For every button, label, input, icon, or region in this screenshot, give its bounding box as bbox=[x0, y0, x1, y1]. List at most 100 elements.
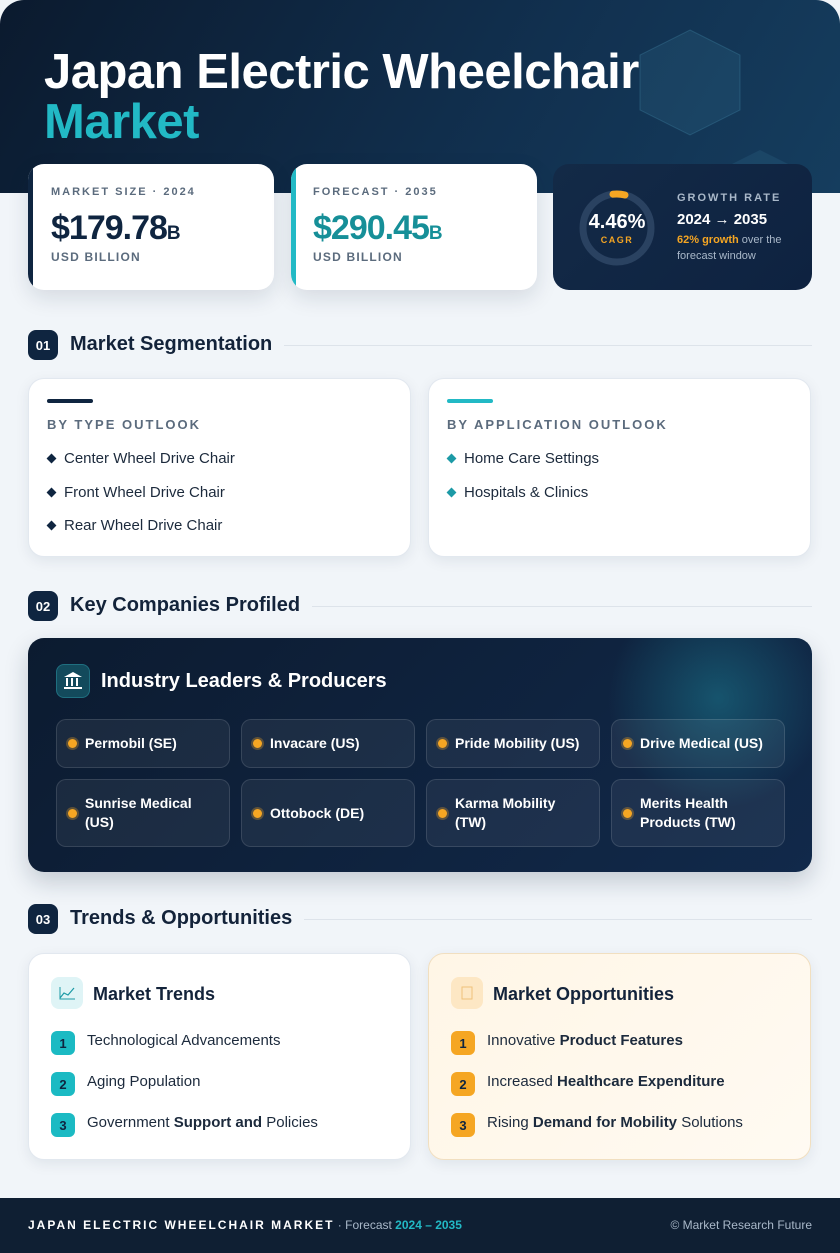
card-title: Market Trends bbox=[93, 984, 216, 1004]
gauge bbox=[579, 190, 655, 266]
company-chip: Karma Mobility (TW) bbox=[426, 779, 600, 847]
bullet-dot bbox=[623, 739, 632, 748]
accent-bar bbox=[447, 399, 493, 403]
segment-item: Front Wheel Drive Chair bbox=[64, 483, 225, 501]
note-highlight: 62% growth bbox=[677, 234, 739, 246]
value: $179.78 bbox=[51, 209, 168, 247]
growth-label: GROWTH RATE bbox=[677, 192, 782, 204]
value: $290.45 bbox=[313, 209, 430, 247]
bullet bbox=[446, 453, 457, 464]
footer-period: 2024 – 2035 bbox=[395, 1218, 462, 1232]
stat-caption: USD BILLION bbox=[51, 250, 141, 264]
stat-caption: USD BILLION bbox=[313, 250, 403, 264]
trends-card: Market Trends 1 Technological Advancements… bbox=[28, 953, 411, 1160]
section-divider bbox=[284, 345, 812, 346]
bullet bbox=[46, 520, 57, 531]
text: Solutions bbox=[681, 1114, 743, 1131]
title: Japan Electric Wheelchair bbox=[44, 45, 639, 99]
company-name: Pride Mobility (US) bbox=[455, 735, 580, 751]
company-chip: Sunrise Medical (US) bbox=[56, 779, 230, 847]
list-number: 3 bbox=[451, 1113, 475, 1137]
accent-bar bbox=[28, 164, 33, 290]
chart-icon bbox=[59, 987, 75, 1000]
section-title: Trends & Opportunities bbox=[70, 907, 293, 929]
text: Rising bbox=[487, 1114, 529, 1131]
list-text: Innovative Product Features bbox=[487, 1032, 683, 1049]
stat-label: MARKET SIZE · 2024 bbox=[51, 186, 196, 198]
company-name: Sunrise Medical (US) bbox=[85, 795, 192, 830]
company-name: Merits Health Products (TW) bbox=[640, 795, 736, 830]
segment-item: Center Wheel Drive Chair bbox=[64, 450, 235, 467]
stat-label: FORECAST · 2035 bbox=[313, 186, 438, 198]
list-number: 2 bbox=[51, 1072, 75, 1096]
section-title: Key Companies Profiled bbox=[70, 594, 301, 616]
stat-value: $179.78B bbox=[51, 209, 181, 248]
cagr-value: 4.46% bbox=[588, 211, 646, 233]
bullet bbox=[446, 487, 457, 497]
section-divider bbox=[304, 919, 812, 920]
text: Policies bbox=[266, 1114, 318, 1131]
stat-card: FORECAST · 2035 $290.45B USD BILLION bbox=[291, 164, 537, 290]
list-number: 1 bbox=[51, 1031, 75, 1055]
title-highlight: Market bbox=[44, 95, 199, 149]
company-chip: Pride Mobility (US) bbox=[426, 719, 600, 768]
list-text: Aging Population bbox=[87, 1073, 200, 1090]
company-name: Karma Mobility (TW) bbox=[455, 795, 556, 830]
footer-separator: · bbox=[337, 1218, 342, 1232]
accent-bar bbox=[291, 164, 296, 290]
stat-value: $290.45B bbox=[313, 209, 443, 248]
footer-forecast: Forecast bbox=[345, 1218, 392, 1232]
company-chip: Merits Health Products (TW) bbox=[611, 779, 785, 847]
emphasis: Product Features bbox=[559, 1032, 683, 1049]
note-text: over the forecast window bbox=[677, 234, 782, 262]
bullet bbox=[46, 453, 57, 464]
company-name: Ottobock (DE) bbox=[270, 804, 365, 821]
emphasis: Support and bbox=[173, 1114, 263, 1131]
company-name: Invacare (US) bbox=[270, 735, 360, 751]
text: Increased bbox=[487, 1073, 553, 1090]
text: Aging Population bbox=[87, 1073, 201, 1090]
unit: B bbox=[166, 223, 181, 244]
company-name: Permobil (SE) bbox=[85, 735, 177, 751]
growth-card: 4.46% CAGR GROWTH RATE 2024 → 2035 62% g… bbox=[553, 164, 812, 290]
segment-card: BY TYPE OUTLOOK Center Wheel Drive Chair F… bbox=[28, 378, 411, 557]
icon bbox=[51, 977, 83, 1009]
text: Innovative bbox=[487, 1032, 556, 1049]
footer-text: JAPAN ELECTRIC WHEELCHAIR MARKET · Forec… bbox=[28, 1218, 462, 1232]
text: Government bbox=[87, 1114, 170, 1131]
list-text: Rising Demand for Mobility Solutions bbox=[487, 1114, 743, 1131]
segment-title: BY TYPE OUTLOOK bbox=[47, 417, 201, 432]
bullet-dot bbox=[438, 808, 447, 818]
company-chip: Ottobock (DE) bbox=[241, 779, 415, 847]
bullet-dot bbox=[68, 808, 77, 818]
company-name: Drive Medical (US) bbox=[640, 735, 763, 751]
panel-title: Industry Leaders & Producers bbox=[101, 670, 387, 692]
list-number: 3 bbox=[51, 1113, 75, 1137]
header-background bbox=[0, 0, 840, 193]
icon bbox=[56, 664, 90, 698]
footer: JAPAN ELECTRIC WHEELCHAIR MARKET · Forec… bbox=[0, 1198, 840, 1253]
cagr-label: CAGR bbox=[600, 235, 634, 245]
list-text: Government Support and Policies bbox=[87, 1114, 318, 1131]
segment-title: BY APPLICATION OUTLOOK bbox=[447, 417, 668, 432]
company-chip: Invacare (US) bbox=[241, 719, 415, 768]
section-number: 01 bbox=[28, 330, 58, 360]
section-number: 03 bbox=[28, 904, 58, 934]
bullet bbox=[46, 487, 57, 497]
list-text: Increased Healthcare Expenditure bbox=[487, 1073, 725, 1090]
card-title: Market Opportunities bbox=[493, 984, 675, 1004]
bullet-dot bbox=[253, 808, 262, 818]
stat-card: MARKET SIZE · 2024 $179.78B USD BILLION bbox=[28, 164, 274, 290]
growth-note: 62% growth over the forecast window bbox=[677, 232, 802, 264]
unit: B bbox=[428, 223, 443, 244]
list-number: 1 bbox=[451, 1031, 475, 1055]
box-icon bbox=[461, 986, 473, 1000]
segment-card: BY APPLICATION OUTLOOK Home Care Settings… bbox=[428, 378, 811, 557]
company-chip: Permobil (SE) bbox=[56, 719, 230, 768]
footer-credit: © Market Research Future bbox=[670, 1218, 812, 1232]
bullet-dot bbox=[253, 739, 262, 748]
footer-brand: JAPAN ELECTRIC WHEELCHAIR MARKET bbox=[28, 1218, 335, 1232]
segment-item: Rear Wheel Drive Chair bbox=[64, 517, 223, 534]
company-chip: Drive Medical (US) bbox=[611, 719, 785, 768]
